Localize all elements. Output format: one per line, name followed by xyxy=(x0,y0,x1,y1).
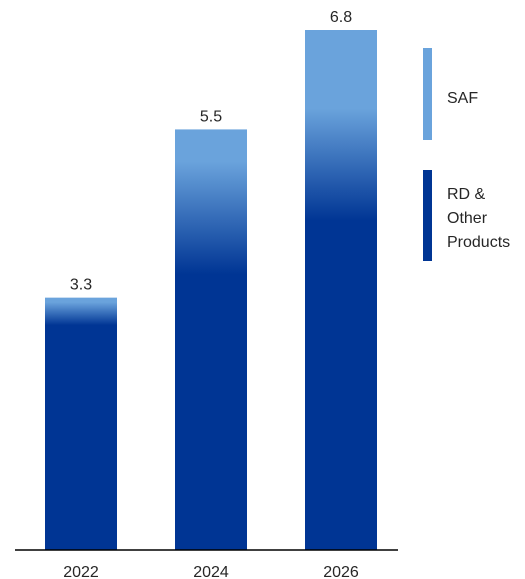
legend-swatch-1 xyxy=(423,170,432,261)
bar-2022 xyxy=(45,297,117,550)
value-label-2022: 3.3 xyxy=(70,277,92,294)
bar-2024 xyxy=(175,129,247,551)
legend-swatch-0 xyxy=(423,48,432,140)
x-tick-label-2026: 2026 xyxy=(323,564,359,579)
value-label-2026: 6.8 xyxy=(330,9,352,26)
bars-group xyxy=(45,30,377,551)
bar-2026 xyxy=(305,30,377,550)
legend-label-1-line-2: Products xyxy=(447,234,510,251)
legend-label-1-line-1: Other xyxy=(447,210,488,227)
legend-label-0-line-0: SAF xyxy=(447,90,478,107)
x-tick-label-2024: 2024 xyxy=(193,564,229,579)
legend-label-1-line-0: RD & xyxy=(447,186,486,203)
labels-group: 3.3 2022 5.5 2024 6.8 2026 xyxy=(63,9,359,579)
x-tick-label-2022: 2022 xyxy=(63,564,99,579)
value-label-2024: 5.5 xyxy=(200,108,222,125)
legend: SAF RD & Other Products xyxy=(423,48,510,261)
